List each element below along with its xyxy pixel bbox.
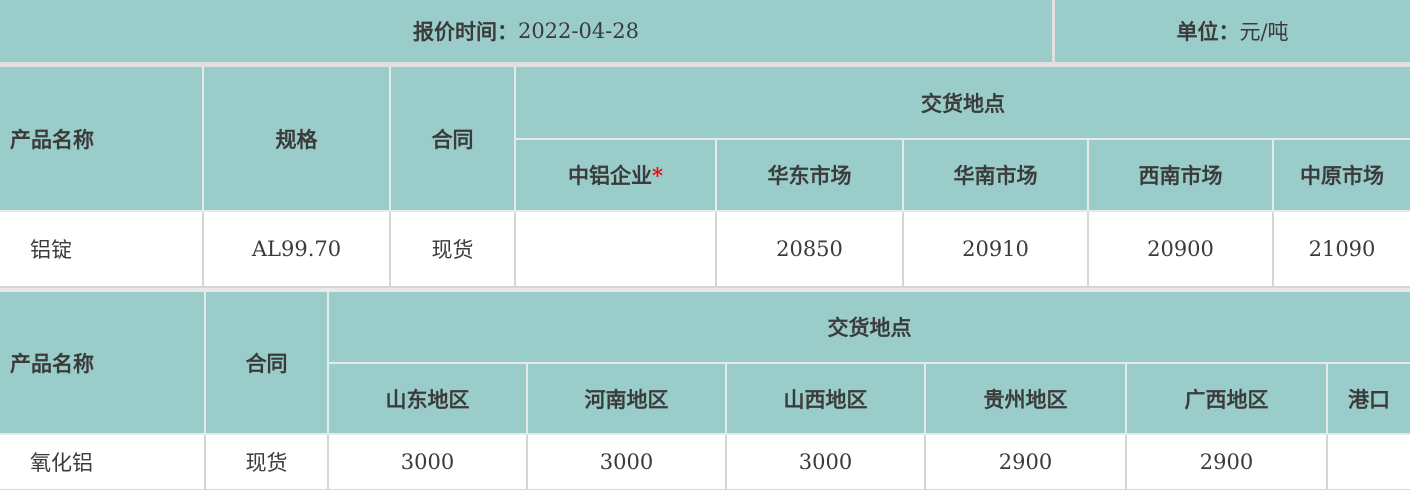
t2-region-henan: 河南地区 [526,362,727,435]
t1-market-chalco: 中铝企业* [515,138,717,212]
aluminum-ingot-table: 产品名称 规格 合同 交货地点 中铝企业* 华东市场 华南市场 西南市场 中原市… [0,67,1410,288]
t1-price-southwest: 20900 [1087,210,1274,288]
quote-time-cell: 报价时间： 2022-04-28 [0,0,1055,62]
quote-time-value: 2022-04-28 [517,19,640,43]
t2-region-shanxi: 山西地区 [725,362,926,435]
t2-price-henan: 3000 [526,433,727,490]
t1-market-southwest: 西南市场 [1087,138,1274,212]
t1-col-delivery-location: 交货地点 [514,67,1410,140]
t2-price-shandong: 3000 [327,433,528,490]
t2-contract-cell: 现货 [204,433,329,490]
t2-header-row-2: 山东地区 河南地区 山西地区 贵州地区 广西地区 港口 [0,362,1410,435]
t1-product-cell: 铝锭 [0,210,204,288]
t2-col-delivery-location: 交货地点 [326,292,1410,364]
t1-header-row-2: 中铝企业* 华东市场 华南市场 西南市场 中原市场 [0,138,1410,212]
t2-col-product-name: 产品名称 [0,292,206,435]
t2-price-guangxi: 2900 [1125,433,1328,490]
quote-time-label: 报价时间： [412,19,518,44]
t1-market-chalco-label: 中铝企业 [568,163,652,188]
t1-price-chalco [514,210,717,288]
t1-contract-cell: 现货 [389,210,516,288]
t1-spec-cell: AL99.70 [202,210,391,288]
t1-market-south-china: 华南市场 [902,138,1089,212]
unit-cell: 单位： 元/吨 [1055,0,1410,62]
unit-value: 元/吨 [1239,20,1289,44]
t2-region-shandong: 山东地区 [328,362,528,435]
t1-price-central-plains: 21090 [1272,210,1410,288]
t2-price-port [1325,433,1410,490]
t1-col-contract: 合同 [389,67,516,212]
t2-product-cell: 氧化铝 [0,433,206,490]
t1-header-row-1: 产品名称 规格 合同 交货地点 [0,67,1410,212]
t1-price-east-china: 20850 [715,210,904,288]
t1-data-row-aluminum-ingot: 铝锭 AL99.70 现货 20850 20910 20900 21090 [0,210,1410,288]
footnote-asterisk: * [652,163,663,188]
t2-col-contract: 合同 [204,292,329,435]
t2-header-row-1: 产品名称 合同 交货地点 [0,292,1410,435]
t2-region-guangxi: 广西地区 [1125,362,1328,435]
unit-label: 单位： [1176,19,1240,44]
t1-price-south-china: 20910 [902,210,1089,288]
t2-region-guizhou: 贵州地区 [924,362,1127,435]
alumina-table: 产品名称 合同 交货地点 山东地区 河南地区 山西地区 贵州地区 广西地区 港口… [0,292,1410,490]
header-divider [0,62,1410,67]
t1-col-spec: 规格 [202,67,391,212]
t1-market-central-plains: 中原市场 [1272,138,1410,212]
t2-price-shanxi: 3000 [725,433,926,490]
table-divider [0,288,1410,292]
report-header-band: 报价时间： 2022-04-28 单位： 元/吨 [0,0,1410,62]
t1-col-product-name: 产品名称 [0,67,204,212]
t1-market-east-china: 华东市场 [715,138,904,212]
t2-data-row-alumina: 氧化铝 现货 3000 3000 3000 2900 2900 [0,433,1410,490]
t2-price-guizhou: 2900 [924,433,1127,490]
t2-region-port: 港口 [1325,362,1410,435]
